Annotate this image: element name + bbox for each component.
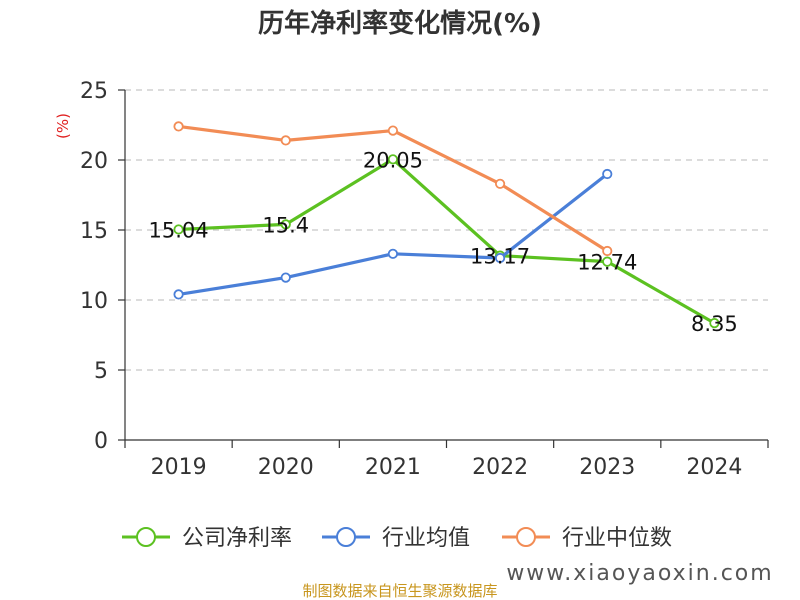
point-1-2020 [280, 272, 291, 283]
point-0-2019 [173, 224, 184, 235]
chart-title: 历年净利率变化情况(%) [258, 8, 542, 39]
y-tick-label-25: 25 [80, 79, 108, 104]
point-2-2021 [387, 125, 399, 136]
y-tick-label-20: 20 [80, 149, 108, 174]
legend-label-1: 行业均值 [382, 526, 470, 551]
data-label-2024: 8.35 [691, 312, 738, 336]
legend-marker-0 [136, 527, 156, 547]
x-tick-label-2019: 2019 [151, 455, 207, 480]
legend: 公司净利率 行业均值 行业中位数 [122, 526, 672, 551]
x-tick-label-2024: 2024 [686, 455, 742, 480]
y-tick-label-15: 15 [80, 219, 108, 244]
series-layer [173, 121, 720, 329]
legend-label-2: 行业中位数 [562, 526, 672, 551]
point-1-2023 [602, 168, 613, 180]
data-label-2019: 15.04 [149, 218, 209, 242]
data-label-2020: 15.4 [262, 213, 309, 237]
x-tick-label-2021: 2021 [365, 455, 421, 480]
grid-lines [125, 89, 768, 371]
y-axis-label: (%) [54, 113, 72, 139]
point-0-2023 [602, 256, 613, 267]
point-1-2019 [173, 289, 184, 300]
axes: 0 5 10 15 20 25 2019 2020 2021 2022 2023 2024 [80, 79, 769, 480]
y-tick-label-0: 0 [94, 429, 108, 454]
series-line-0 [178, 157, 716, 325]
data-label-2021: 20.05 [363, 148, 423, 172]
point-2-2019 [173, 121, 184, 132]
watermark: www.xiaoyaoxin.com [506, 561, 773, 586]
point-2-2022 [494, 178, 506, 189]
legend-label-0: 公司净利率 [182, 526, 292, 551]
y-tick-label-5: 5 [94, 359, 108, 384]
x-tick-label-2020: 2020 [258, 455, 314, 480]
point-1-2021 [387, 248, 399, 259]
point-0-2020 [280, 219, 291, 230]
x-tick-label-2023: 2023 [579, 455, 635, 480]
series-line-2 [178, 124, 609, 253]
source-note: 制图数据来自恒生聚源数据库 [302, 582, 497, 600]
series-line-1 [178, 172, 609, 296]
data-labels: 15.04 15.4 20.05 13.17 12.74 8.35 [149, 148, 738, 336]
data-label-2023: 12.74 [577, 251, 637, 275]
legend-marker-1 [336, 527, 356, 547]
point-0-2021 [387, 154, 399, 165]
y-tick-label-10: 10 [80, 289, 108, 314]
point-2-2023 [602, 245, 613, 257]
x-tick-label-2022: 2022 [472, 455, 528, 480]
data-label-2022: 13.17 [470, 245, 530, 269]
point-0-2024 [709, 317, 720, 329]
legend-marker-2 [516, 527, 536, 547]
point-1-2022 [494, 252, 506, 264]
point-2-2020 [280, 135, 291, 146]
